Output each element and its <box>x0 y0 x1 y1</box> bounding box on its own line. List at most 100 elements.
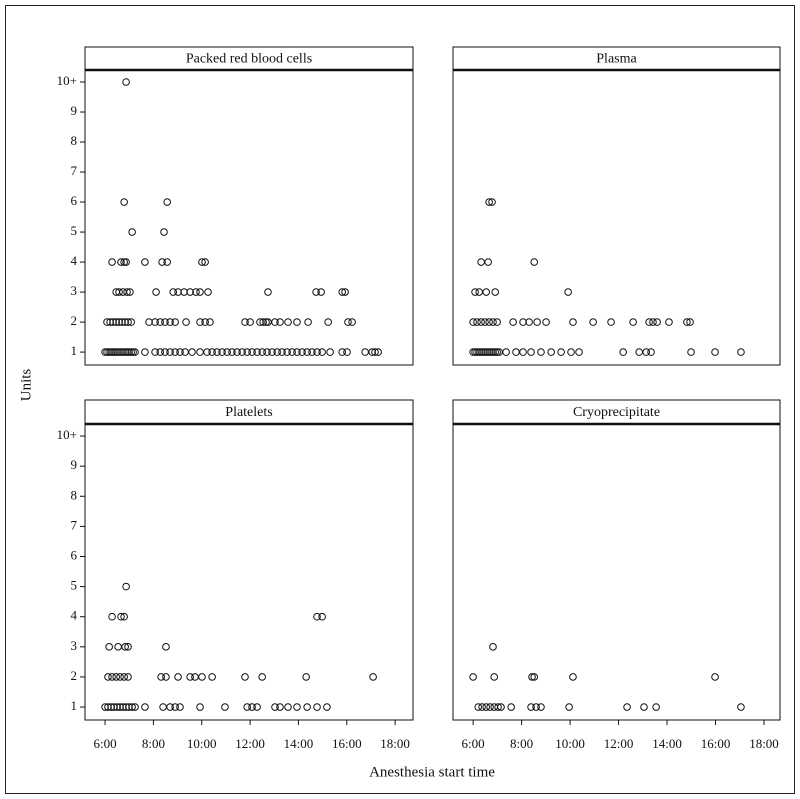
point <box>711 348 719 356</box>
point <box>176 703 184 711</box>
point <box>711 673 719 681</box>
y-tick-label: 7 <box>71 163 78 178</box>
point <box>341 288 349 296</box>
point <box>557 348 565 356</box>
point <box>687 348 695 356</box>
point <box>264 288 272 296</box>
point <box>122 258 130 266</box>
point <box>665 318 673 326</box>
point <box>537 348 545 356</box>
point <box>166 348 174 356</box>
point <box>262 318 270 326</box>
point <box>117 258 125 266</box>
point <box>485 198 493 206</box>
point <box>284 703 292 711</box>
point <box>276 318 284 326</box>
point <box>119 348 127 356</box>
panel-border <box>84 46 414 366</box>
point <box>304 318 312 326</box>
point <box>116 703 124 711</box>
point <box>473 348 481 356</box>
point <box>629 318 637 326</box>
point <box>156 318 164 326</box>
point <box>151 318 159 326</box>
point <box>120 258 128 266</box>
point <box>174 288 182 296</box>
point <box>477 348 485 356</box>
point <box>313 348 321 356</box>
y-tick-label: 3 <box>71 638 78 653</box>
point <box>124 318 132 326</box>
x-tick-label: 18:00 <box>749 736 779 751</box>
point <box>477 318 485 326</box>
point <box>528 673 536 681</box>
point <box>103 318 111 326</box>
point <box>241 318 249 326</box>
point <box>108 258 116 266</box>
x-tick-label: 10:00 <box>555 736 585 751</box>
point <box>192 288 200 296</box>
point <box>481 318 489 326</box>
point <box>487 348 495 356</box>
point <box>369 673 377 681</box>
y-tick-label: 7 <box>71 517 78 532</box>
y-tick-label: 9 <box>71 457 78 472</box>
point <box>203 348 211 356</box>
point <box>303 703 311 711</box>
point <box>645 318 653 326</box>
point <box>259 318 267 326</box>
point <box>171 703 179 711</box>
point <box>115 318 123 326</box>
point <box>121 318 129 326</box>
point <box>686 318 694 326</box>
point <box>176 348 184 356</box>
point <box>482 703 491 711</box>
point <box>169 288 178 296</box>
point <box>156 348 164 356</box>
point <box>121 348 129 356</box>
point <box>122 582 130 591</box>
y-tick-label: 2 <box>71 313 78 328</box>
point <box>258 673 266 681</box>
point <box>635 348 643 356</box>
point <box>198 673 206 681</box>
point <box>471 288 479 296</box>
panel-title: Cryoprecipitate <box>573 405 660 420</box>
panel-title: Packed red blood cells <box>186 52 312 67</box>
point <box>124 643 132 651</box>
y-tick-label: 5 <box>71 578 78 593</box>
point <box>263 348 271 356</box>
point <box>228 348 236 356</box>
point <box>127 318 135 326</box>
point <box>101 703 109 711</box>
point <box>129 348 137 356</box>
point <box>152 288 160 296</box>
point <box>607 318 615 326</box>
point <box>567 348 575 356</box>
point <box>475 348 483 356</box>
point <box>473 318 481 326</box>
point <box>124 673 132 681</box>
point <box>253 348 261 356</box>
point <box>131 703 139 711</box>
point <box>313 612 321 621</box>
point <box>101 348 109 356</box>
point <box>107 703 115 711</box>
y-tick-label: 2 <box>71 668 78 683</box>
point <box>491 288 499 296</box>
x-tick-label: 10:00 <box>187 736 217 751</box>
x-tick-label: 12:00 <box>604 736 634 751</box>
point <box>489 318 497 326</box>
point <box>318 348 326 356</box>
point <box>371 348 379 356</box>
point <box>537 703 545 711</box>
point <box>141 348 149 356</box>
y-tick-label: 6 <box>71 193 78 208</box>
point <box>196 703 204 711</box>
point <box>482 288 491 296</box>
point <box>238 348 246 356</box>
point <box>481 348 489 356</box>
point <box>475 288 483 296</box>
point <box>491 348 499 356</box>
